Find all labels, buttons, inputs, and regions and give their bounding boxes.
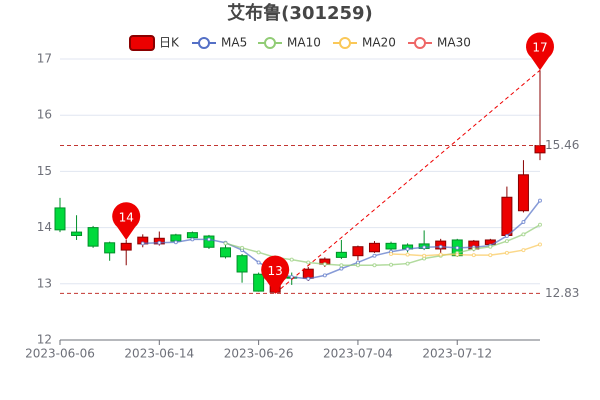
ma-point [256, 250, 261, 255]
candle-body [54, 207, 66, 231]
legend-dot [414, 37, 426, 49]
x-tick-label: 2023-06-26 [224, 347, 294, 361]
ma-point [405, 261, 410, 266]
pin-label: 17 [532, 41, 547, 55]
ma-point [471, 253, 476, 258]
ma-point [488, 244, 493, 249]
ma-point [206, 237, 211, 242]
legend-label: MA10 [287, 36, 321, 50]
ma-point [471, 246, 476, 251]
ma-point [521, 232, 526, 237]
x-tick-label: 2023-06-06 [25, 347, 95, 361]
x-tick-label: 2023-07-12 [422, 347, 492, 361]
ma-point [521, 248, 526, 253]
ma-point [289, 257, 294, 262]
pin-shape [112, 202, 141, 240]
legend-dot [198, 37, 210, 49]
candle-body [186, 232, 198, 239]
candle-body [87, 227, 99, 247]
candle-body [203, 235, 215, 248]
ma-point [422, 253, 427, 258]
ma-point [140, 241, 145, 246]
x-tick-label: 2023-07-04 [323, 347, 393, 361]
ma-point [372, 263, 377, 268]
ma-point [157, 240, 162, 245]
ma-point [438, 244, 443, 249]
pin-label: 14 [119, 210, 134, 224]
legend-label: MA20 [362, 36, 396, 50]
ma-point [355, 263, 360, 268]
ma-point [306, 276, 311, 281]
pin: 13 [261, 255, 290, 294]
pin: 14 [112, 202, 141, 240]
ma-point [322, 262, 327, 267]
legend-label: 日K [159, 36, 180, 50]
x-tick-label: 2023-06-14 [124, 347, 194, 361]
ma-point [223, 241, 228, 246]
ma-point [405, 246, 410, 251]
ma-point [339, 266, 344, 271]
ma-point [422, 245, 427, 250]
candle-body [120, 242, 132, 251]
candle-body [385, 242, 397, 250]
ma-point [190, 237, 195, 242]
trend-line [274, 69, 541, 294]
ma-point [455, 245, 460, 250]
ma-point [455, 252, 460, 257]
candle-body [104, 242, 116, 254]
ma-point [389, 262, 394, 267]
ma-point [504, 234, 509, 239]
ma-point [504, 239, 509, 244]
candle-body [253, 273, 265, 292]
y-tick-label: 15 [37, 164, 52, 178]
candle-body [220, 247, 232, 258]
candle-body [335, 251, 347, 258]
ma-point [538, 222, 542, 227]
y-tick-label: 16 [37, 108, 52, 122]
ma-point [538, 198, 542, 203]
legend-dot [264, 37, 276, 49]
y-tick-label: 13 [37, 276, 52, 290]
ma-point [240, 245, 245, 250]
pin-shape [261, 255, 290, 294]
ma-point [521, 219, 526, 224]
candle-body [501, 196, 513, 236]
ma-point [306, 260, 311, 265]
legend-dot [339, 37, 351, 49]
ma-point [339, 263, 344, 268]
legend-label: MA5 [221, 36, 247, 50]
candle-body [352, 246, 364, 257]
candle-body [236, 255, 248, 273]
ma-point [372, 253, 377, 258]
y-tick-label: 17 [37, 52, 52, 66]
ma-point [488, 253, 493, 258]
reference-label: 15.46 [545, 138, 579, 152]
candle-body [71, 231, 83, 236]
ma-point [322, 273, 327, 278]
pin: 17 [526, 32, 554, 71]
y-tick-label: 14 [37, 220, 52, 234]
legend-label: MA30 [437, 36, 471, 50]
candle-body [170, 234, 182, 242]
reference-label: 12.83 [545, 286, 579, 300]
pin-label: 13 [268, 264, 283, 278]
chart-title: 艾布鲁(301259) [227, 2, 373, 24]
ma-point [173, 240, 178, 245]
ma-point [289, 275, 294, 280]
candle-body [517, 174, 529, 212]
candle-body [368, 242, 380, 253]
ma-point [405, 252, 410, 257]
legend-candle-icon [129, 35, 155, 51]
ma-line [391, 243, 541, 257]
ma-point [538, 242, 542, 247]
ma-point [256, 260, 261, 265]
ma-point [438, 252, 443, 257]
pin-shape [526, 32, 554, 71]
ma-point [504, 250, 509, 255]
candle-body [534, 145, 546, 154]
y-tick-label: 12 [37, 333, 52, 347]
ma-point [389, 252, 394, 257]
